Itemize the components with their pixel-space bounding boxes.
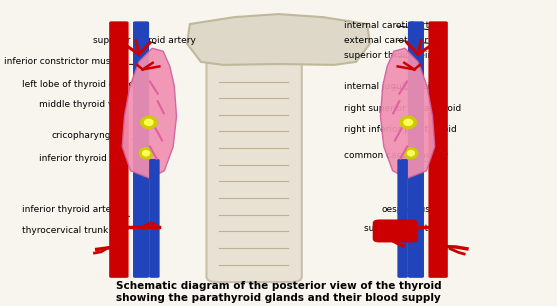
FancyBboxPatch shape: [428, 21, 448, 278]
FancyBboxPatch shape: [408, 21, 424, 278]
Text: cricopharyngeus: cricopharyngeus: [51, 131, 139, 140]
Text: oesphagus: oesphagus: [381, 205, 430, 222]
Polygon shape: [122, 48, 177, 178]
Text: middle thyroid vein: middle thyroid vein: [39, 100, 143, 111]
Text: showing the parathyroid glands and their blood supply: showing the parathyroid glands and their…: [116, 293, 441, 304]
Text: internal carotid artery: internal carotid artery: [344, 21, 444, 31]
Ellipse shape: [407, 150, 415, 157]
FancyBboxPatch shape: [149, 159, 160, 278]
FancyBboxPatch shape: [109, 21, 129, 278]
FancyBboxPatch shape: [373, 219, 418, 242]
Text: right superior parathyroid: right superior parathyroid: [344, 104, 461, 117]
Ellipse shape: [399, 116, 417, 129]
Polygon shape: [187, 14, 370, 65]
Ellipse shape: [403, 147, 418, 159]
Ellipse shape: [139, 147, 154, 159]
Text: subclavian artery: subclavian artery: [364, 224, 443, 237]
Text: inferior thyroid vein: inferior thyroid vein: [39, 154, 144, 162]
Ellipse shape: [403, 119, 413, 126]
Text: inferior thyroid artery: inferior thyroid artery: [22, 205, 129, 216]
Ellipse shape: [144, 119, 154, 126]
FancyBboxPatch shape: [133, 21, 149, 278]
FancyBboxPatch shape: [397, 159, 408, 278]
Text: right inferior parathyroid: right inferior parathyroid: [344, 125, 457, 138]
Ellipse shape: [142, 150, 150, 157]
Text: inferior constrictor muscle: inferior constrictor muscle: [4, 58, 144, 66]
Text: external carotid artery: external carotid artery: [344, 35, 446, 45]
Polygon shape: [380, 48, 435, 178]
Ellipse shape: [140, 116, 158, 129]
Text: left lobe of thyroid gland: left lobe of thyroid gland: [22, 80, 139, 92]
Text: thyrocervical trunk: thyrocervical trunk: [22, 226, 117, 238]
Text: superior thyroid artery: superior thyroid artery: [93, 35, 196, 45]
Text: Schematic diagram of the posterior view of the thyroid: Schematic diagram of the posterior view …: [116, 281, 441, 291]
FancyBboxPatch shape: [207, 59, 302, 282]
Text: common carotid artery: common carotid artery: [344, 151, 448, 162]
Text: internal jugular vein: internal jugular vein: [344, 82, 436, 91]
Text: superior throid vein: superior throid vein: [344, 51, 433, 60]
